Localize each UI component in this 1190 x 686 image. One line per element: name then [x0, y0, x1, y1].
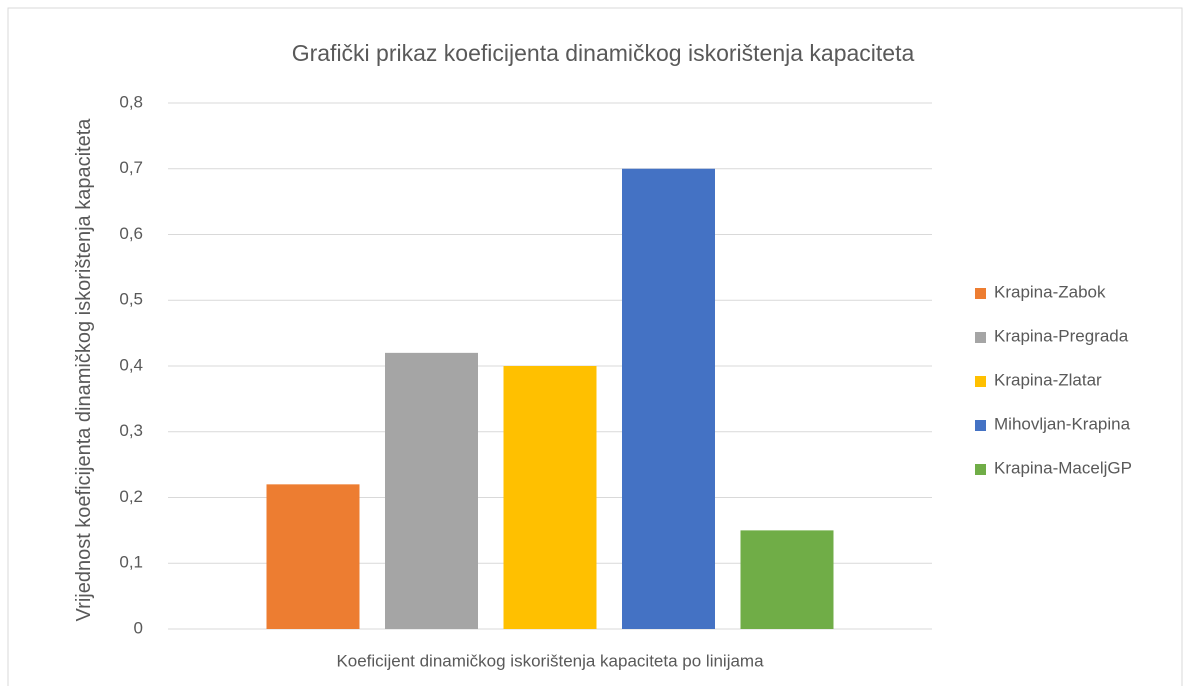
y-tick-label: 0,8 — [119, 92, 143, 111]
bar — [385, 352, 478, 629]
y-axis-label: Vrijednost koeficijenta dinamičkog iskor… — [73, 118, 95, 622]
legend-label: Krapina-Zlatar — [994, 370, 1102, 389]
y-tick-label: 0,5 — [119, 290, 143, 309]
legend-label: Krapina-Zabok — [994, 282, 1106, 301]
legend-swatch — [975, 332, 986, 343]
bar — [266, 484, 360, 629]
chart-title: Grafički prikaz koeficijenta dinamičkog … — [292, 40, 915, 66]
y-tick-label: 0,2 — [119, 487, 143, 506]
x-tick-label: Koeficijent dinamičkog iskorištenja kapa… — [336, 651, 764, 670]
legend-label: Mihovljan-Krapina — [994, 414, 1131, 433]
y-tick-label: 0 — [134, 618, 143, 637]
y-tick-label: 0,7 — [119, 158, 143, 177]
y-tick-label: 0,3 — [119, 421, 143, 440]
bar — [740, 530, 834, 629]
y-tick-label: 0,1 — [119, 553, 143, 572]
legend-swatch — [975, 464, 986, 475]
chart-border — [7, 7, 1183, 686]
legend-swatch — [975, 288, 986, 299]
legend-label: Krapina-Pregrada — [994, 326, 1129, 345]
legend-label: Krapina-MaceljGP — [994, 458, 1132, 477]
legend-swatch — [975, 420, 986, 431]
bar — [503, 366, 597, 629]
bar — [622, 168, 715, 629]
y-tick-label: 0,4 — [119, 355, 143, 374]
legend-swatch — [975, 376, 986, 387]
y-tick-label: 0,6 — [119, 224, 143, 243]
